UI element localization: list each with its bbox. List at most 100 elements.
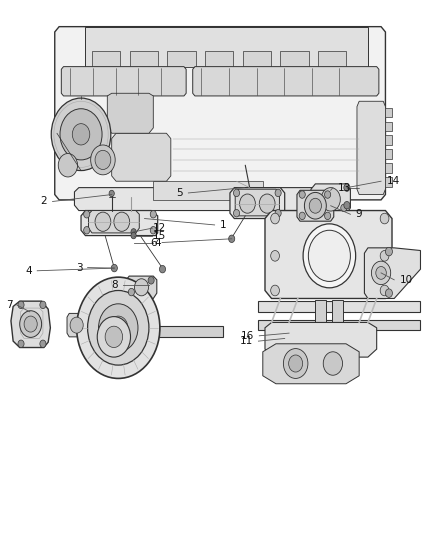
Circle shape (91, 145, 115, 175)
Polygon shape (130, 51, 158, 67)
Text: 7: 7 (7, 300, 13, 310)
Circle shape (148, 277, 154, 284)
Text: 12: 12 (153, 223, 166, 233)
Circle shape (131, 229, 136, 235)
Polygon shape (11, 301, 50, 348)
Circle shape (97, 317, 131, 357)
Circle shape (88, 290, 149, 365)
Polygon shape (55, 27, 385, 200)
Circle shape (344, 184, 350, 191)
Circle shape (159, 265, 166, 273)
Circle shape (275, 209, 281, 217)
Circle shape (134, 279, 148, 296)
Circle shape (304, 192, 326, 219)
Circle shape (325, 191, 331, 198)
Polygon shape (235, 189, 279, 216)
Circle shape (84, 211, 90, 218)
Circle shape (321, 188, 340, 211)
Polygon shape (81, 211, 158, 236)
Circle shape (229, 235, 235, 243)
Circle shape (309, 198, 321, 213)
Text: 3: 3 (76, 263, 82, 272)
Polygon shape (67, 313, 88, 337)
Circle shape (385, 247, 392, 256)
Polygon shape (280, 51, 309, 67)
Circle shape (380, 251, 389, 261)
Polygon shape (297, 190, 334, 221)
Circle shape (233, 209, 240, 217)
Circle shape (70, 317, 83, 333)
Circle shape (40, 301, 46, 309)
Text: 8: 8 (111, 280, 117, 290)
Circle shape (303, 224, 356, 288)
Circle shape (150, 211, 156, 218)
Circle shape (105, 326, 123, 348)
Circle shape (314, 204, 321, 212)
Polygon shape (258, 301, 420, 312)
Circle shape (40, 340, 46, 348)
Text: 1: 1 (220, 220, 226, 230)
Polygon shape (315, 300, 326, 344)
Text: 14: 14 (386, 176, 399, 186)
Polygon shape (167, 51, 196, 67)
Text: 15: 15 (153, 231, 166, 240)
Polygon shape (332, 300, 343, 344)
Circle shape (84, 227, 90, 234)
Circle shape (95, 150, 111, 169)
Polygon shape (357, 101, 385, 195)
Circle shape (99, 304, 138, 352)
Circle shape (325, 212, 331, 220)
Polygon shape (126, 276, 157, 298)
Circle shape (18, 340, 24, 348)
Circle shape (380, 285, 389, 296)
Polygon shape (265, 322, 377, 357)
Polygon shape (112, 133, 171, 181)
Circle shape (344, 201, 350, 209)
Text: 4: 4 (154, 238, 161, 248)
Polygon shape (258, 320, 420, 330)
Circle shape (289, 355, 303, 372)
Text: 4: 4 (25, 266, 32, 276)
Circle shape (341, 204, 347, 212)
Circle shape (60, 109, 102, 160)
Bar (385, 149, 392, 159)
Polygon shape (364, 248, 420, 298)
Circle shape (371, 261, 391, 285)
Polygon shape (92, 51, 120, 67)
Circle shape (299, 212, 305, 220)
Polygon shape (311, 184, 350, 214)
Bar (385, 163, 392, 173)
Circle shape (114, 212, 130, 231)
Circle shape (109, 190, 114, 197)
Circle shape (18, 301, 24, 309)
Text: 2: 2 (41, 197, 47, 206)
Polygon shape (230, 188, 285, 219)
Circle shape (308, 230, 350, 281)
Text: 13: 13 (338, 183, 351, 192)
Circle shape (72, 124, 90, 145)
Polygon shape (74, 188, 346, 211)
Circle shape (275, 189, 281, 197)
Polygon shape (85, 27, 368, 67)
Text: 10: 10 (399, 275, 413, 285)
Circle shape (376, 266, 386, 279)
Circle shape (240, 194, 255, 213)
Polygon shape (243, 51, 271, 67)
Polygon shape (88, 211, 139, 233)
Bar (385, 135, 392, 145)
Circle shape (271, 213, 279, 224)
Circle shape (51, 98, 111, 171)
Circle shape (150, 227, 156, 234)
Bar (385, 122, 392, 131)
Circle shape (299, 191, 305, 198)
Circle shape (24, 316, 37, 332)
Circle shape (380, 213, 389, 224)
Polygon shape (61, 67, 186, 96)
Circle shape (259, 194, 275, 213)
Circle shape (58, 154, 78, 177)
Bar (385, 108, 392, 117)
Bar (385, 177, 392, 187)
Text: 9: 9 (356, 209, 362, 219)
Circle shape (385, 289, 392, 297)
Circle shape (283, 349, 308, 378)
